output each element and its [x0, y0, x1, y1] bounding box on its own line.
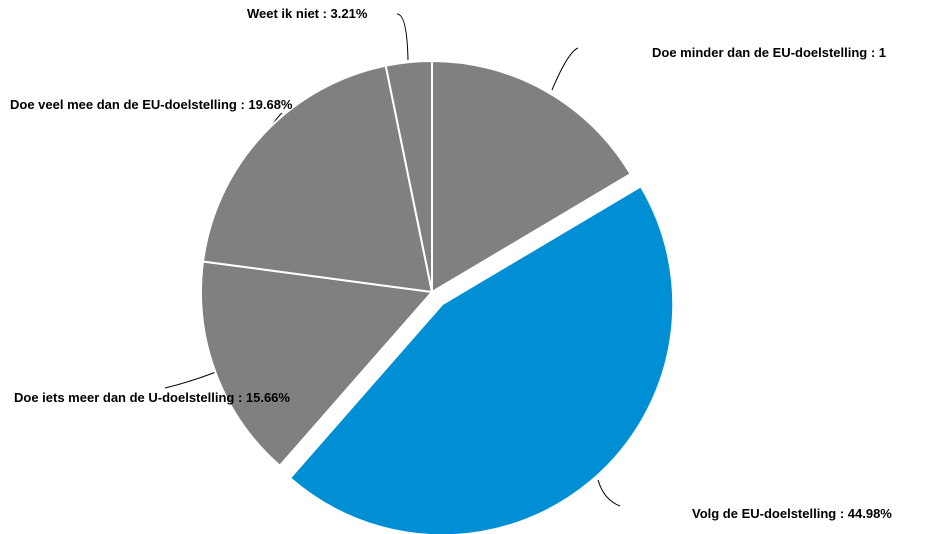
- slice-label: Doe veel mee dan de EU-doelstelling : 19…: [10, 97, 293, 112]
- slice-label: Doe minder dan de EU-doelstelling : 1: [652, 45, 886, 60]
- leader-line: [597, 479, 621, 507]
- pie-slice: [431, 59, 632, 294]
- pie-slice: [384, 59, 433, 293]
- pie-slice: [288, 184, 675, 534]
- leader-line: [396, 13, 409, 61]
- slice-label: Volg de EU-doelstelling : 44.98%: [692, 506, 892, 521]
- slice-label: Weet ik niet : 3.21%: [247, 6, 368, 21]
- leader-line: [551, 47, 579, 91]
- slice-label: Doe iets meer dan de U-doelstelling : 15…: [14, 390, 290, 405]
- pie-slice: [201, 64, 434, 294]
- pie-slice: [200, 260, 434, 468]
- leader-line: [164, 371, 217, 389]
